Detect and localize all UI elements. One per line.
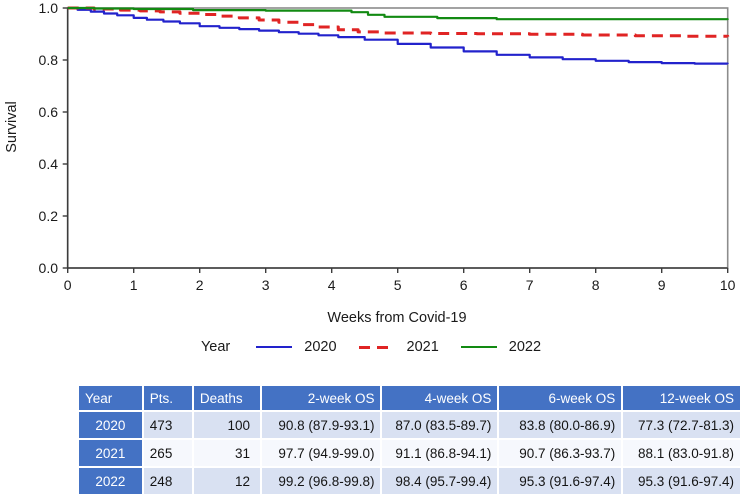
y-tick-label: 0.4 [38, 156, 58, 172]
table-cell: 31 [193, 440, 261, 466]
series-line-2022 [67, 6, 729, 21]
table-cell: 12 [193, 468, 261, 494]
chart-legend: Year 2020 2021 2022 [0, 337, 742, 357]
x-tick-label: 3 [261, 277, 270, 293]
series-line-2020 [67, 6, 729, 65]
x-tick-label: 8 [591, 277, 600, 293]
table-row-2020: 2020 473 100 90.8 (87.9-93.1) 87.0 (83.5-89.… [79, 412, 740, 438]
x-tick-label: 7 [525, 277, 534, 293]
x-axis-title: Weeks from Covid-19 [327, 310, 467, 326]
column-header-4-week-os: 4-week OS [382, 386, 498, 410]
table-cell: 2021 [79, 440, 142, 466]
table-row-2022: 2022 248 12 99.2 (96.8-99.8) 98.4 (95.7-99.4… [79, 468, 740, 494]
axis-lines [66, 8, 728, 269]
legend-title: Year [200, 339, 231, 355]
table-cell: 2020 [79, 412, 142, 438]
table-header: Year Pts. Deaths 2-week OS 4-week OS 6-week O… [79, 386, 740, 410]
x-tick-label: 2 [195, 277, 204, 293]
legend-line-sample-2021 [358, 345, 395, 349]
x-tick-label: 10 [719, 277, 736, 293]
table-cell: 99.2 (96.8-99.8) [262, 468, 381, 494]
legend-item-2021: 2021 [358, 339, 439, 355]
legend-label: 2020 [304, 339, 337, 355]
y-tick-label: 1.0 [38, 0, 58, 16]
table-cell: 2022 [79, 468, 142, 494]
legend-items: 2020 2021 2022 [256, 339, 541, 355]
table-cell: 90.8 (87.9-93.1) [262, 412, 381, 438]
table-row-2021: 2021 265 31 97.7 (94.9-99.0) 91.1 (86.8-94.1… [79, 440, 740, 466]
table-cell: 100 [193, 412, 261, 438]
legend-item-2022: 2022 [460, 339, 542, 355]
table-cell: 248 [143, 468, 192, 494]
x-tick-label: 5 [393, 277, 402, 293]
table-cell: 87.0 (83.5-89.7) [382, 412, 498, 438]
table-cell: 83.8 (80.0-86.9) [499, 412, 622, 438]
x-tick-label: 4 [327, 277, 336, 293]
y-tick-label: 0.0 [38, 260, 58, 276]
table-cell: 88.1 (83.0-91.8) [623, 440, 740, 466]
table-cell: 77.3 (72.7-81.3) [623, 412, 740, 438]
column-header-pts-: Pts. [143, 386, 192, 410]
table-cell: 95.3 (91.6-97.4) [499, 468, 622, 494]
column-header-6-week-os: 6-week OS [499, 386, 622, 410]
y-tick-label: 0.6 [38, 104, 58, 120]
table-cell: 95.3 (91.6-97.4) [623, 468, 740, 494]
table-cell: 98.4 (95.7-99.4) [382, 468, 498, 494]
table-cell: 473 [143, 412, 192, 438]
legend-label: 2022 [508, 339, 542, 355]
table-cell: 97.7 (94.9-99.0) [262, 440, 381, 466]
y-tick-label: 0.2 [38, 208, 58, 224]
legend-item-2020: 2020 [256, 339, 337, 355]
plot-canvas [62, 6, 730, 273]
y-tick-label: 0.8 [38, 52, 58, 68]
x-tick-label: 0 [63, 277, 72, 293]
legend-label: 2021 [406, 339, 439, 355]
column-header-12-week-os: 12-week OS [623, 386, 740, 410]
x-tick-label: 1 [129, 277, 138, 293]
survival-chart: 0.0 0.2 0.4 0.6 0.8 1.0 0 1 2 3 4 5 6 7 8 9 10 Survival… [0, 0, 742, 357]
table-cell: 265 [143, 440, 192, 466]
overall-survival-table: Year Pts. Deaths 2-week OS 4-week OS 6-week O… [77, 384, 742, 496]
table-cell: 91.1 (86.8-94.1) [382, 440, 498, 466]
table-cell: 90.7 (86.3-93.7) [499, 440, 622, 466]
series-line-2021 [67, 6, 730, 38]
x-tick-label: 9 [657, 277, 666, 293]
legend-line-sample-2022 [460, 345, 497, 349]
y-axis-title: Survival [4, 101, 20, 153]
column-header-2-week-os: 2-week OS [262, 386, 381, 410]
column-header-year: Year [79, 386, 142, 410]
plot-border [66, 7, 729, 269]
legend-line-sample-2020 [256, 345, 293, 349]
column-header-deaths: Deaths [193, 386, 261, 410]
x-tick-label: 6 [459, 277, 468, 293]
